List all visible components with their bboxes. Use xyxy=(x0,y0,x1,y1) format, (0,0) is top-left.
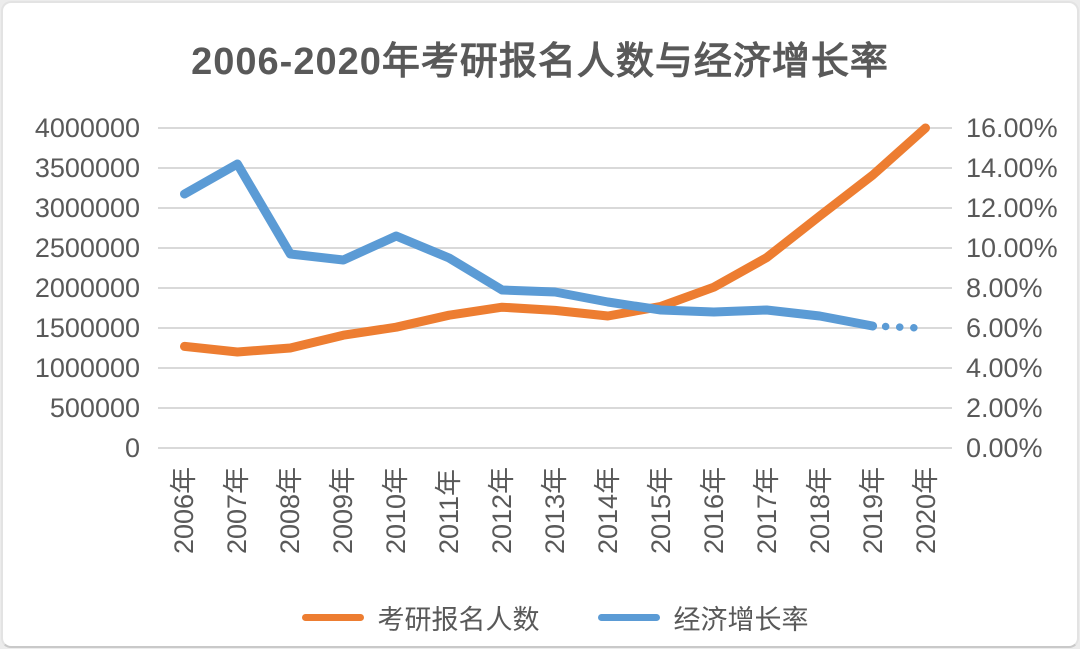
x-axis-tick-label: 2012年 xyxy=(487,466,518,554)
growth-line-forecast-dots xyxy=(881,322,924,332)
right-axis-tick-label: 8.00% xyxy=(966,273,1043,303)
right-axis-tick-label: 2.00% xyxy=(966,393,1043,423)
x-axis-tick-label: 2010年 xyxy=(381,466,412,554)
left-axis-tick-label: 1500000 xyxy=(34,313,140,343)
right-axis-tick-label: 12.00% xyxy=(966,193,1058,223)
x-axis-tick-label: 2020年 xyxy=(910,466,941,554)
right-axis-tick-label: 10.00% xyxy=(966,233,1058,263)
x-axis-tick-label: 2006年 xyxy=(169,466,200,554)
right-axis-tick-label: 4.00% xyxy=(966,353,1043,383)
x-axis-tick-label: 2018年 xyxy=(804,466,835,554)
x-axis-tick-label: 2011年 xyxy=(434,468,465,554)
right-axis-tick-label: 6.00% xyxy=(966,313,1043,343)
left-axis-tick-label: 4000000 xyxy=(34,113,140,143)
left-axis-tick-label: 0 xyxy=(124,433,140,463)
left-axis-tick-label: 1000000 xyxy=(34,353,140,383)
right-axis-tick-label: 0.00% xyxy=(966,433,1043,463)
applicants-line xyxy=(180,123,930,357)
right-axis-tick-label: 16.00% xyxy=(966,113,1058,143)
left-axis-tick-label: 2000000 xyxy=(34,273,140,303)
x-axis-tick-label: 2007年 xyxy=(222,466,253,554)
x-axis-tick-label: 2017年 xyxy=(751,466,782,554)
x-axis-tick-label: 2013年 xyxy=(540,466,570,554)
legend-label-applicants: 考研报名人数 xyxy=(377,604,540,635)
legend-label-growth: 经济增长率 xyxy=(673,604,809,635)
left-axis-tick-label: 2500000 xyxy=(34,233,140,263)
legend-item-growth: 经济增长率 xyxy=(597,598,809,637)
growth-line-swatch xyxy=(597,613,660,621)
applicants-line-swatch xyxy=(301,613,364,621)
gridlines xyxy=(158,127,952,449)
growth-line xyxy=(180,159,878,331)
x-axis-tick-label: 2009年 xyxy=(328,466,359,554)
left-axis-tick-label: 500000 xyxy=(49,393,140,423)
left-axis-tick-label: 3500000 xyxy=(34,153,140,183)
left-axis-tick-label: 3000000 xyxy=(34,193,140,223)
x-axis-tick-label: 2008年 xyxy=(275,466,306,554)
chart-legend: 考研报名人数 经济增长率 xyxy=(158,597,952,637)
chart-title: 2006-2020年考研报名人数与经济增长率 xyxy=(191,41,889,83)
x-axis-tick-label: 2014年 xyxy=(592,466,623,554)
legend-item-applicants: 考研报名人数 xyxy=(301,598,540,637)
x-axis-tick-label: 2015年 xyxy=(645,466,676,554)
right-axis-tick-label: 14.00% xyxy=(966,153,1058,183)
x-axis-tick-label: 2019年 xyxy=(857,466,888,554)
x-axis-tick-label: 2016年 xyxy=(698,466,729,554)
